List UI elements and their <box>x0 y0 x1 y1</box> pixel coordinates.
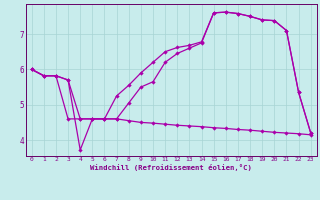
X-axis label: Windchill (Refroidissement éolien,°C): Windchill (Refroidissement éolien,°C) <box>90 164 252 171</box>
